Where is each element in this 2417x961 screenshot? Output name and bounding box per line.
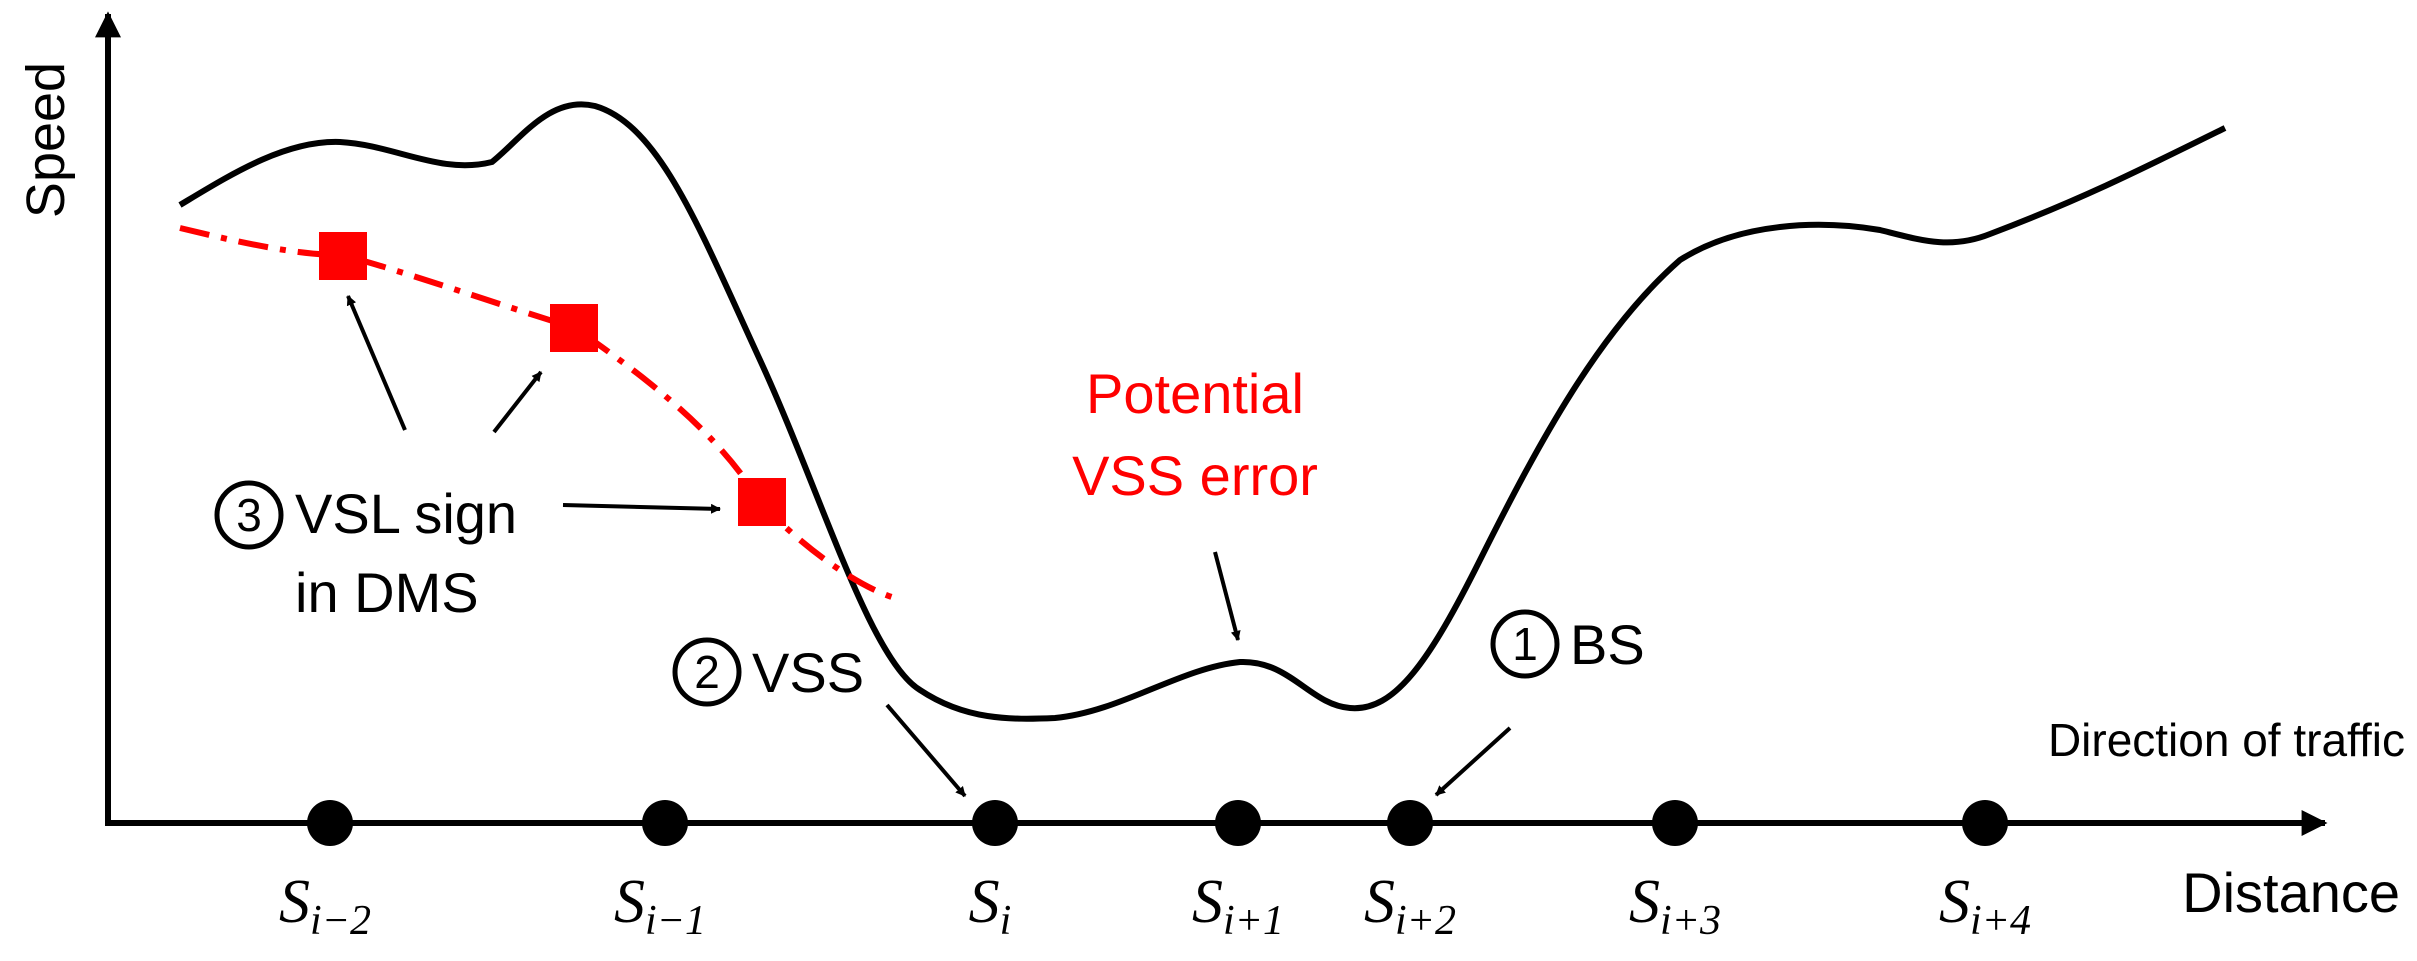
station-dot-5 bbox=[1387, 800, 1433, 846]
speed-curve bbox=[178, 101, 2227, 722]
vsl-label-line1: VSL sign bbox=[295, 482, 517, 545]
badge-1-circle bbox=[1490, 609, 1560, 679]
error-label-line2: VSS error bbox=[1072, 444, 1318, 507]
x-axis-label: Distance bbox=[2182, 861, 2400, 924]
bs-arrow bbox=[1434, 726, 1512, 797]
bs-label: BS bbox=[1570, 613, 1645, 676]
station-label-7: Si+4 bbox=[1939, 868, 2031, 944]
station-label-5: Si+2 bbox=[1364, 868, 1456, 944]
error-label-line1: Potential bbox=[1086, 362, 1304, 425]
vsl-arrow-2 bbox=[492, 370, 543, 434]
station-label-1: Si−2 bbox=[279, 868, 371, 944]
badge-2-circle bbox=[672, 637, 742, 707]
vsl-sign-marker-2 bbox=[550, 304, 598, 352]
vsl-arrow-1 bbox=[346, 295, 407, 431]
station-label-2: Si−1 bbox=[614, 868, 706, 944]
badge-3-circle bbox=[214, 480, 284, 550]
station-dot-4 bbox=[1215, 800, 1261, 846]
station-label-4: Si+1 bbox=[1192, 868, 1284, 944]
vss-arrow bbox=[885, 703, 967, 798]
station-label-6: Si+3 bbox=[1629, 868, 1721, 944]
vsl-label-line2: in DMS bbox=[295, 561, 479, 624]
vsl-arrow-3 bbox=[562, 503, 721, 514]
direction-label: Direction of traffic bbox=[2048, 714, 2405, 766]
station-dot-2 bbox=[642, 800, 688, 846]
badge-2-number: 2 bbox=[694, 646, 720, 698]
badge-3-number: 3 bbox=[236, 489, 262, 541]
error-arrow bbox=[1213, 551, 1241, 641]
station-dot-3 bbox=[972, 800, 1018, 846]
station-label-3: Si bbox=[969, 868, 1012, 944]
vsl-dashdot-curve bbox=[179, 225, 903, 603]
vsl-sign-marker-3 bbox=[738, 478, 786, 526]
y-axis-label: Speed bbox=[16, 62, 76, 218]
station-dot-1 bbox=[307, 800, 353, 846]
vss-label: VSS bbox=[752, 641, 864, 704]
badge-1-number: 1 bbox=[1512, 618, 1538, 670]
station-dot-7 bbox=[1962, 800, 2008, 846]
vsl-sign-marker-1 bbox=[319, 232, 367, 280]
station-dot-6 bbox=[1652, 800, 1698, 846]
